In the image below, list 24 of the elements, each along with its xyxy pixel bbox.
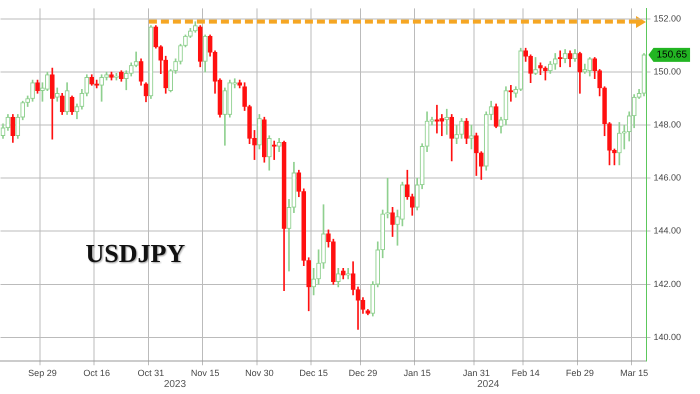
x-tick-label: Jan 31	[462, 368, 490, 378]
text: 150.65	[656, 50, 688, 61]
text: 2024	[477, 378, 500, 390]
x-tick-label: Feb 14	[512, 368, 540, 378]
y-tick-label: 150.00	[653, 66, 682, 77]
x-tick-label: Mar 15	[620, 368, 648, 378]
y-tick-label: 152.00	[653, 13, 682, 24]
x-tick-label: Sep 29	[28, 368, 57, 378]
y-tick-label: 146.00	[653, 172, 682, 183]
y-tick-label: 148.00	[653, 120, 682, 130]
x-tick-label: Dec 15	[299, 368, 328, 378]
x-tick-label: Nov 15	[190, 368, 220, 378]
y-tick-label: 144.00	[653, 226, 682, 236]
x-tick-label: Oct 31	[138, 368, 164, 378]
x-tick-label: Jan 15	[404, 368, 431, 378]
y-tick-label: 140.00	[653, 332, 682, 342]
text: 2023	[164, 378, 186, 390]
x-tick-label: Oct 16	[83, 368, 110, 378]
y-tick-label: 142.00	[653, 278, 682, 289]
candlestick	[533, 57, 538, 76]
x-tick-label: Dec 29	[348, 368, 378, 378]
x-tick-label: Nov 30	[245, 368, 274, 378]
x-tick-label: Feb 29	[566, 368, 594, 378]
text: USDJPY	[86, 238, 186, 268]
